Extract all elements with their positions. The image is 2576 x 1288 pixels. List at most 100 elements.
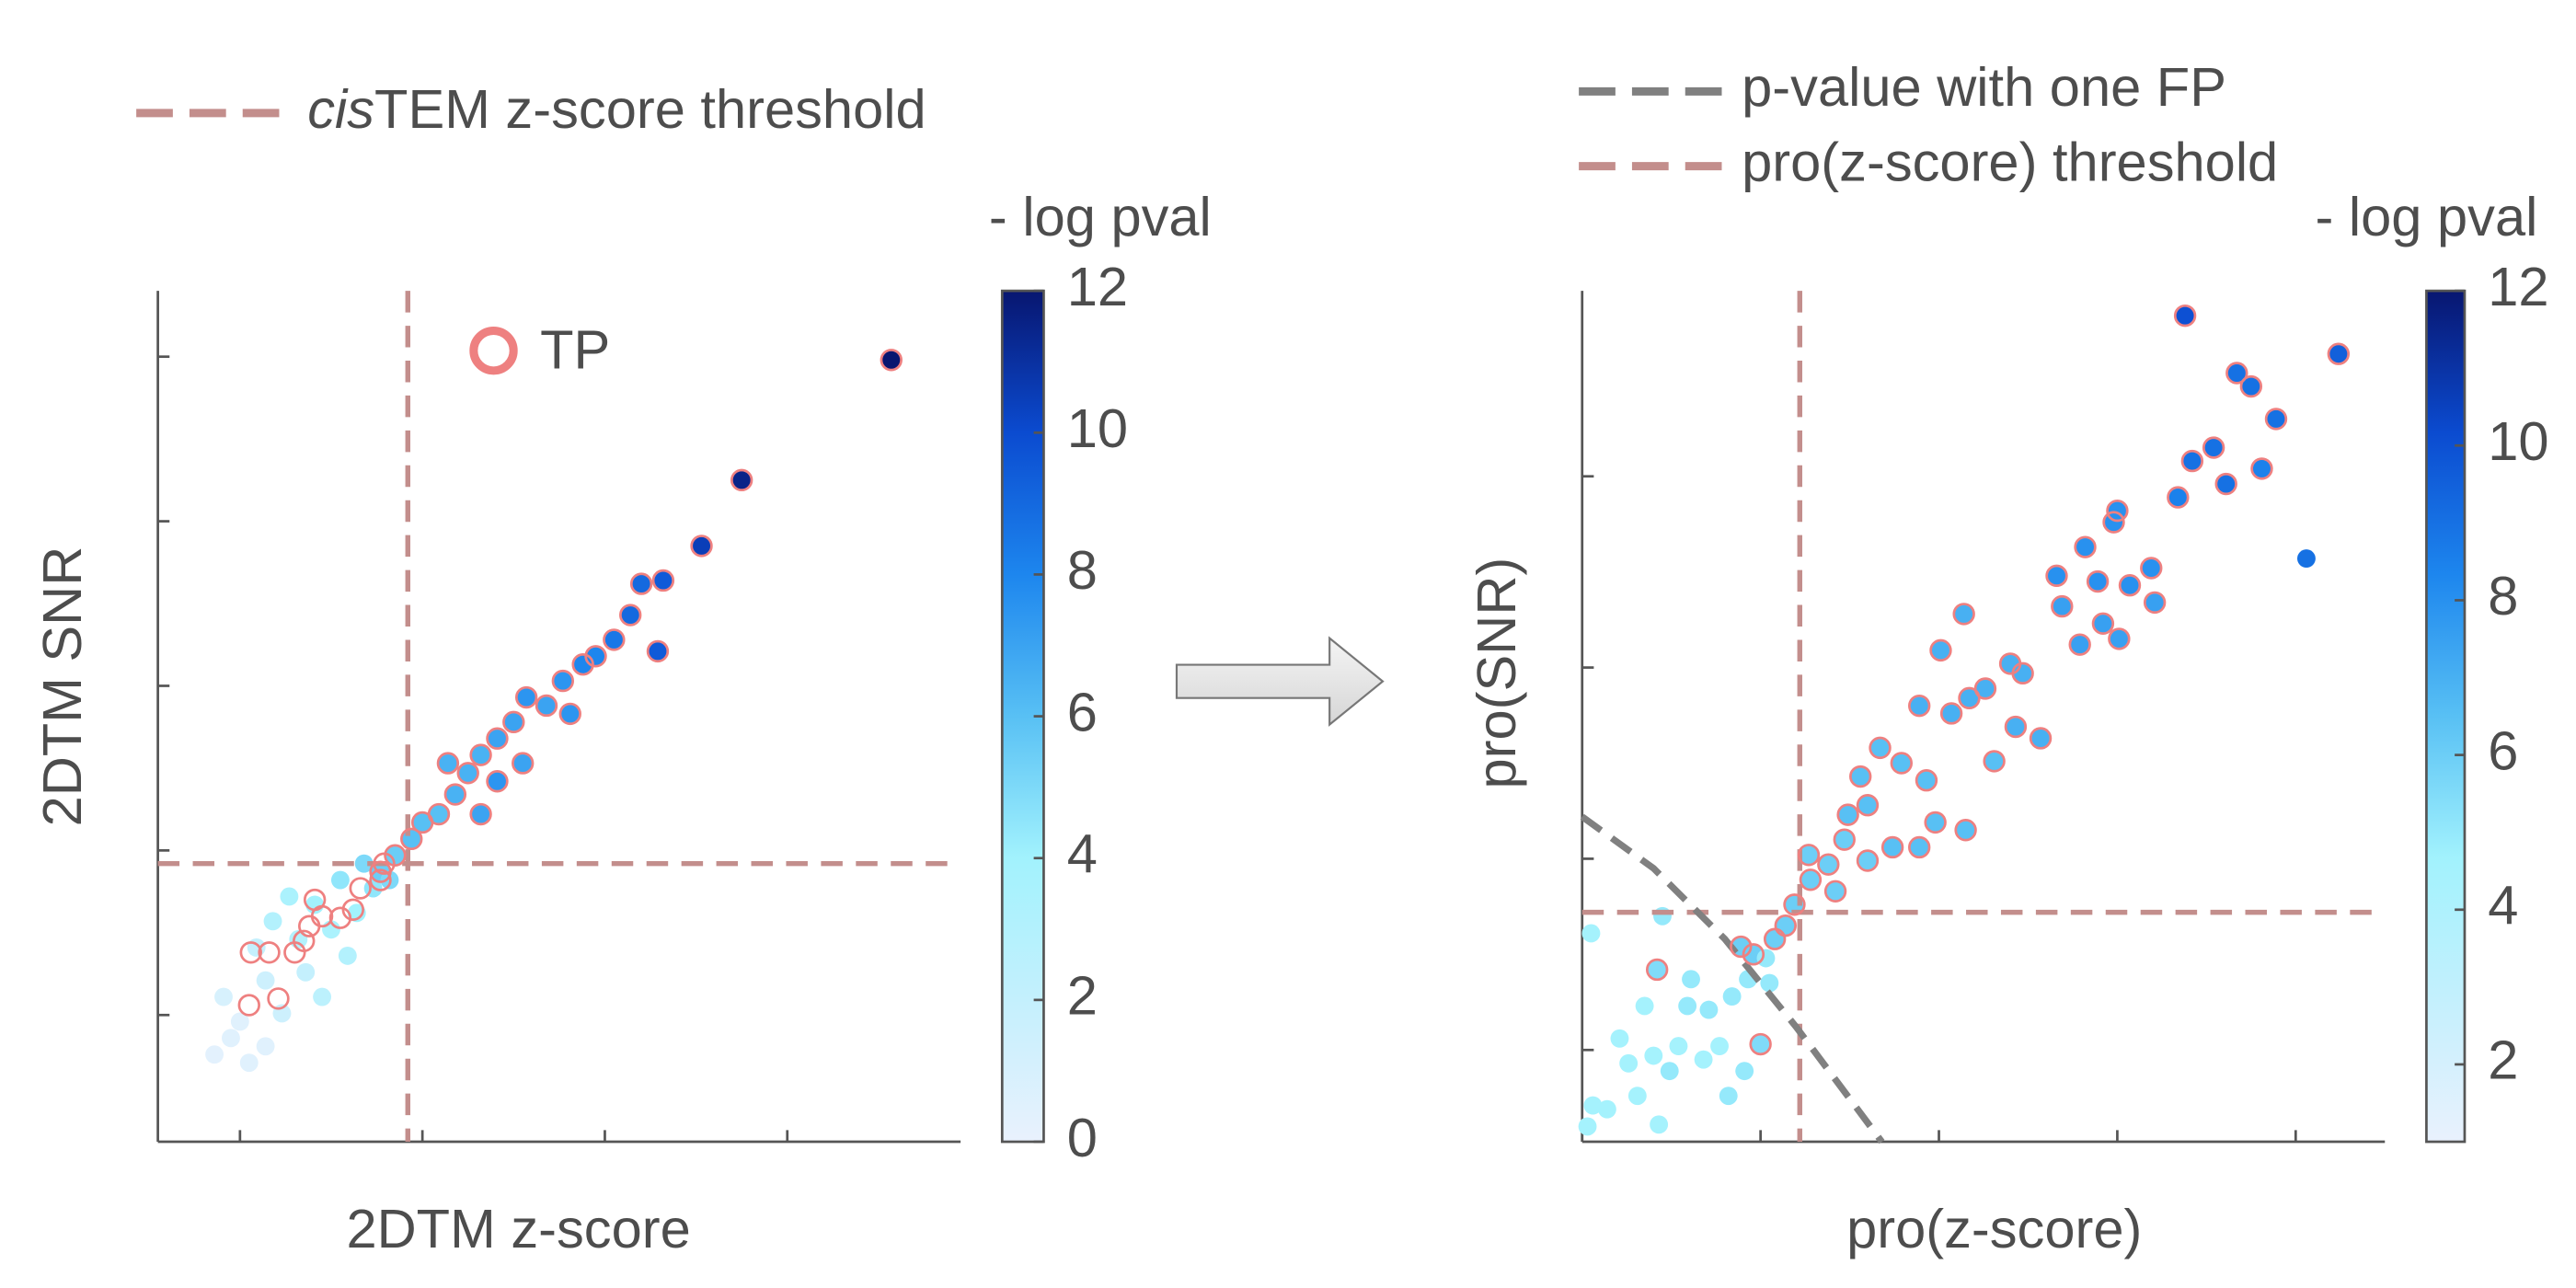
data-point <box>221 1029 240 1048</box>
tp-marker <box>1742 943 1765 966</box>
tp-marker <box>603 628 626 651</box>
tp-marker <box>486 770 509 793</box>
legend-tp-label: TP <box>540 319 610 381</box>
data-point <box>2182 452 2202 471</box>
data-point <box>2252 459 2271 478</box>
arrow <box>1175 636 1385 727</box>
colorbar-tick-label: 12 <box>1067 256 1128 317</box>
data-point <box>2227 363 2247 383</box>
tp-marker <box>469 802 492 826</box>
y-axis-label: pro(SNR) <box>1466 558 1527 789</box>
data-point <box>1699 1000 1719 1019</box>
tp-marker <box>584 645 607 668</box>
data-point <box>1751 1035 1770 1053</box>
legend-label: p-value with one FP <box>1742 56 2226 118</box>
tp-marker <box>2327 342 2351 365</box>
tp-marker <box>512 752 535 775</box>
data-point <box>2241 377 2260 396</box>
data-point <box>2070 635 2089 654</box>
data-point <box>1917 771 1936 790</box>
data-point <box>1722 987 1742 1006</box>
data-point <box>2267 409 2285 429</box>
tp-marker <box>514 685 538 709</box>
data-point <box>1619 1053 1639 1073</box>
data-point <box>1910 838 1929 857</box>
tp-marker <box>1915 769 1938 792</box>
tp-marker <box>1890 752 1914 775</box>
data-point <box>621 605 640 625</box>
legend-label-part: pro(z-score) threshold <box>1742 131 2278 192</box>
data-point <box>1838 805 1857 824</box>
tp-marker <box>1869 736 1892 760</box>
data-point <box>1960 688 1979 707</box>
data-point <box>1984 752 2004 771</box>
data-point <box>1892 753 1911 773</box>
data-point <box>649 641 667 661</box>
data-point <box>2110 629 2129 649</box>
tp-marker <box>2118 574 2142 597</box>
tp-marker <box>629 572 653 595</box>
tp-marker <box>646 639 670 663</box>
data-point <box>1910 696 1929 716</box>
tp-marker <box>410 811 434 834</box>
tp-marker <box>237 994 260 1017</box>
tp-marker <box>1929 638 1952 662</box>
tp-marker <box>1849 765 1872 788</box>
data-point <box>256 971 275 990</box>
data-point <box>239 1053 259 1073</box>
data-point <box>1635 996 1654 1016</box>
data-point <box>2204 438 2224 457</box>
colorbar-label: - log pval <box>989 186 1212 247</box>
tp-marker <box>341 898 364 921</box>
tp-marker <box>456 762 479 785</box>
tp-marker <box>2102 511 2125 534</box>
data-point <box>1682 970 1700 989</box>
data-point <box>1710 1037 1729 1056</box>
data-point <box>2142 558 2161 578</box>
data-point <box>2088 572 2108 591</box>
tp-marker <box>2051 594 2074 618</box>
data-point <box>354 854 374 873</box>
colorbar-tick-label: 4 <box>2488 875 2518 937</box>
data-point <box>2121 576 2139 595</box>
data-point <box>2168 488 2188 507</box>
tp-marker <box>2250 457 2273 480</box>
data-point <box>1926 812 1945 832</box>
data-point <box>2093 614 2112 633</box>
legend-label: cisTEM z-score threshold <box>307 78 926 140</box>
data-point <box>280 887 299 906</box>
data-point <box>1719 1087 1738 1106</box>
colorbar-tick-label: 10 <box>1067 397 1128 459</box>
tp-marker <box>1783 893 1806 916</box>
data-point <box>256 1037 275 1056</box>
tp-marker <box>2045 564 2068 588</box>
data-point <box>214 987 233 1006</box>
data-point <box>1650 1115 1669 1134</box>
data-point <box>1756 949 1776 968</box>
data-point <box>604 630 624 650</box>
tp-marker <box>1817 853 1840 876</box>
tp-marker <box>2225 362 2248 385</box>
tp-marker <box>1856 849 1880 872</box>
colorbar-tick-label: 8 <box>2488 565 2518 627</box>
tp-marker <box>2106 499 2129 523</box>
tp-marker <box>1645 958 1669 982</box>
data-point <box>513 753 533 773</box>
tp-marker <box>502 710 525 734</box>
data-point <box>2145 592 2165 612</box>
tp-marker <box>558 702 581 726</box>
data-point <box>1669 1037 1688 1056</box>
data-point <box>2216 475 2236 493</box>
tp-marker <box>267 987 290 1010</box>
tp-marker <box>303 888 327 912</box>
data-point <box>1870 738 1890 757</box>
data-point <box>2176 306 2195 326</box>
tp-marker <box>2214 472 2237 496</box>
tp-marker <box>2068 633 2091 656</box>
data-point <box>488 772 507 791</box>
data-point <box>732 470 752 489</box>
data-point <box>553 672 572 691</box>
tp-marker <box>1749 1032 1772 1056</box>
tp-marker <box>1797 844 1821 867</box>
legend-label-part: cis <box>307 78 374 140</box>
